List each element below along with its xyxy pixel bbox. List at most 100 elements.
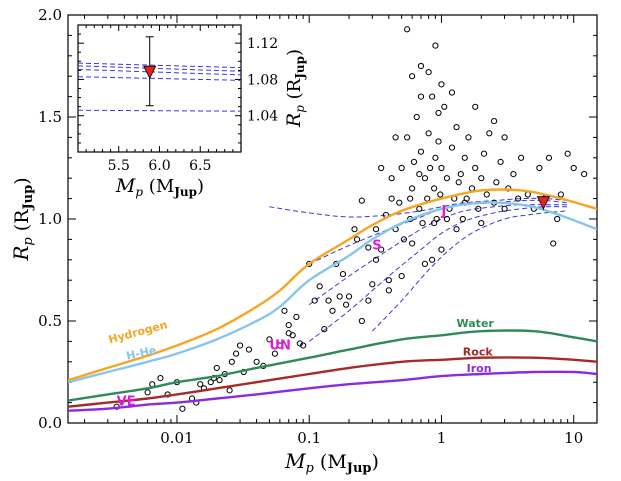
planet-point	[228, 358, 235, 365]
planet-point	[426, 164, 434, 172]
planet-point	[457, 171, 464, 178]
curve-label: H-He	[125, 344, 157, 363]
evolution-track-line	[308, 204, 568, 306]
solar-planet-label: J	[440, 204, 446, 219]
composition-curve-rock	[68, 356, 597, 408]
planet-point	[432, 42, 439, 49]
planet-point	[410, 158, 418, 165]
inset-x-tick-label: 6.0	[148, 158, 170, 174]
planet-point	[351, 226, 358, 233]
planet-point	[431, 185, 438, 192]
planet-point	[404, 134, 411, 141]
planet-point	[425, 69, 432, 76]
y-tick-label: 2.0	[38, 6, 62, 24]
planet-point	[232, 350, 240, 357]
inset-plot: 5.5 6.0 6.5 1.04 1.08 1.12 Mp (MJup) Rp (RJup…	[77, 24, 307, 199]
planet-point	[316, 283, 323, 290]
planet-point	[369, 281, 376, 288]
planet-point	[417, 62, 425, 70]
planet-point	[435, 138, 442, 145]
planet-point	[416, 205, 423, 212]
planet-point	[396, 199, 403, 206]
planet-point	[468, 185, 476, 192]
planet-point	[480, 150, 488, 157]
planet-point	[429, 93, 436, 100]
x-tick-label: 0.01	[160, 429, 193, 447]
planet-point	[417, 148, 425, 155]
inset-x-tick-label: 5.5	[108, 158, 130, 174]
composition-curve-iron	[68, 370, 597, 412]
inset-track-line	[78, 65, 241, 72]
x-axis-label: Mp (MJup)	[284, 449, 379, 476]
curve-label: Water	[457, 317, 495, 330]
planet-point	[336, 293, 343, 300]
planet-point	[179, 405, 186, 412]
planet-point	[493, 179, 500, 186]
planet-point	[490, 117, 498, 125]
planet-point	[438, 164, 445, 172]
planet-point	[378, 246, 385, 253]
curve-label: Rock	[463, 346, 494, 359]
planet-point	[475, 205, 482, 212]
planet-point	[478, 175, 485, 182]
planet-point	[358, 197, 365, 204]
planet-point	[441, 103, 448, 110]
y-tick-label: 1.0	[38, 210, 62, 228]
planet-point	[388, 175, 395, 182]
planet-point	[438, 246, 445, 253]
planet-point	[465, 134, 472, 141]
planet-point	[306, 260, 313, 267]
planet-point	[372, 226, 380, 233]
planet-point	[421, 175, 429, 182]
planet-point	[385, 277, 392, 284]
y-axis-label: Rp (RJup)	[9, 177, 36, 261]
main-series	[68, 26, 597, 412]
inset-y-tick-label: 1.08	[247, 72, 278, 88]
planet-point	[517, 154, 525, 161]
planet-point	[515, 195, 522, 202]
inset-y-axis-label: Rp (RJup)	[283, 49, 307, 128]
planet-point	[300, 342, 307, 349]
planet-point	[388, 195, 395, 202]
planet-point	[321, 326, 328, 333]
planet-point	[325, 297, 332, 304]
solar-planet-label: VE	[117, 395, 136, 410]
planet-point	[570, 164, 577, 172]
planet-point	[378, 164, 385, 172]
planet-point	[581, 171, 588, 178]
planet-point	[443, 175, 451, 182]
planet-point	[554, 215, 561, 223]
composition-curve-hhe	[68, 201, 597, 384]
planet-point	[409, 240, 416, 247]
planet-point	[372, 256, 380, 263]
planet-point	[400, 236, 408, 243]
planet-point	[409, 73, 416, 80]
planet-point	[345, 293, 353, 300]
planet-point	[404, 26, 411, 33]
inset-planet-marker	[143, 65, 157, 80]
evolution-track-line	[269, 197, 568, 218]
planet-point	[392, 134, 399, 141]
inset-axis-ticks: 5.5 6.0 6.5 1.04 1.08 1.12	[77, 24, 278, 174]
planet-point	[497, 158, 504, 165]
planet-point	[448, 144, 456, 151]
planet-point	[536, 164, 543, 172]
planet-point	[432, 154, 439, 161]
planet-point	[557, 191, 564, 198]
planet-point	[409, 185, 416, 192]
planet-point	[510, 171, 517, 178]
planet-point	[213, 364, 220, 372]
curve-label: Hydrogen	[107, 318, 169, 346]
planet-point	[197, 381, 204, 388]
planet-point	[276, 342, 283, 349]
inset-x-axis-label: Mp (MJup)	[115, 175, 204, 199]
planet-point	[353, 236, 361, 243]
planet-point	[448, 89, 456, 96]
planet-point	[459, 215, 466, 223]
planet-point	[157, 375, 164, 382]
planet-point	[293, 313, 300, 321]
planet-point	[421, 260, 429, 267]
planet-point	[461, 154, 468, 161]
planet-point	[455, 179, 462, 186]
